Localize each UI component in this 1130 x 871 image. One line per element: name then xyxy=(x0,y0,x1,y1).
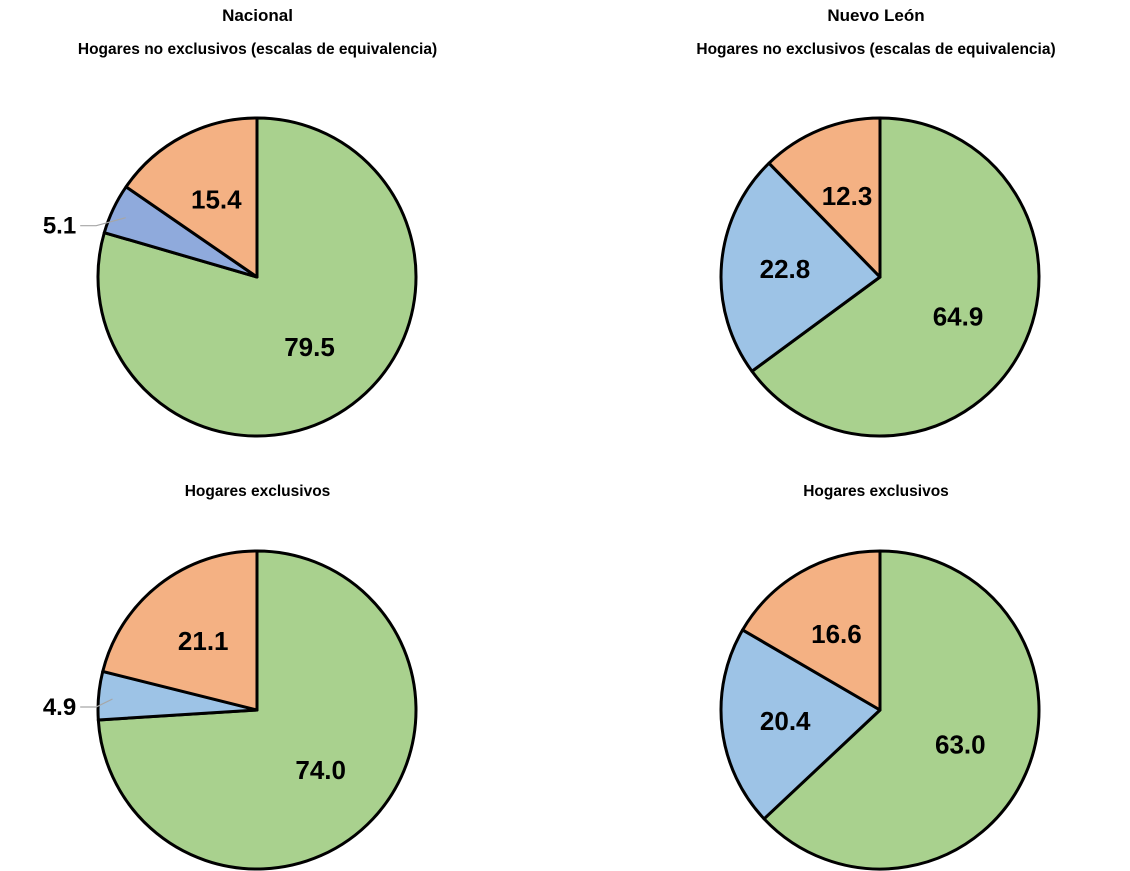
pie-slice xyxy=(741,549,882,712)
leader-line xyxy=(80,698,113,708)
chart-subtitle: Hogares no exclusivos (escalas de equiva… xyxy=(696,41,1056,58)
chart-title: Nacional xyxy=(222,6,293,25)
data-label: 74.0 xyxy=(295,755,346,785)
data-label: 12.3 xyxy=(822,181,873,211)
pie-slice xyxy=(762,549,1041,871)
data-label: 15.4 xyxy=(191,185,242,215)
data-label: 5.1 xyxy=(43,213,76,240)
data-label: 64.9 xyxy=(933,302,984,332)
chart-subtitle: Hogares no exclusivos (escalas de equiva… xyxy=(77,41,438,58)
pie-chart: 64.9 22.8 12.3 xyxy=(719,116,1041,438)
data-label: 63.0 xyxy=(935,730,986,760)
chart-subtitle: Hogares exclusivos xyxy=(184,483,331,500)
data-label: 16.6 xyxy=(811,619,862,649)
data-label: 22.8 xyxy=(760,254,811,284)
pie-panel-nuevo-leon-no-exclusivos: Nuevo León Hogares no exclusivos (escala… xyxy=(622,0,1130,440)
pie-slice xyxy=(719,628,882,821)
data-label: 20.4 xyxy=(760,706,811,736)
pie-panel-nacional-no-exclusivos: Nacional Hogares no exclusivos (escalas … xyxy=(0,0,515,440)
pie-slice xyxy=(124,116,259,279)
pie-chart: 74.0 4.9 21.1 xyxy=(43,549,418,871)
pie-slice xyxy=(101,549,259,712)
pie-panel-nacional-exclusivos: Hogares exclusivos 74.0 4.9 21.1 xyxy=(0,483,515,871)
chart-subtitle: Hogares exclusivos xyxy=(803,483,949,500)
pie-slice xyxy=(750,116,1041,438)
pie-slice xyxy=(719,161,882,373)
pie-panel-nuevo-leon-exclusivos: Hogares exclusivos 63.0 20.4 16.6 xyxy=(622,483,1130,871)
pie-chart: 63.0 20.4 16.6 xyxy=(719,549,1041,871)
data-label: 79.5 xyxy=(284,332,335,362)
pie-slice xyxy=(767,116,882,279)
chart-title: Nuevo León xyxy=(827,6,925,25)
leader-line xyxy=(80,217,126,227)
pie-chart: 79.5 5.1 15.4 xyxy=(43,116,418,438)
data-label: 21.1 xyxy=(178,626,229,656)
data-label: 4.9 xyxy=(43,694,76,721)
